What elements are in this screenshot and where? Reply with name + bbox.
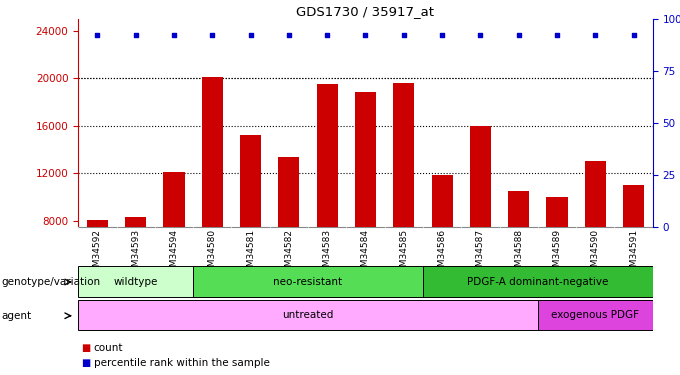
Text: exogenous PDGF: exogenous PDGF xyxy=(551,310,639,320)
Text: GSM34582: GSM34582 xyxy=(284,229,293,278)
Text: GSM34589: GSM34589 xyxy=(553,229,562,278)
Text: GSM34593: GSM34593 xyxy=(131,229,140,278)
Text: percentile rank within the sample: percentile rank within the sample xyxy=(94,358,270,368)
Point xyxy=(475,32,486,38)
Bar xyxy=(547,197,568,227)
Text: GSM34588: GSM34588 xyxy=(514,229,523,278)
Bar xyxy=(163,172,184,227)
Bar xyxy=(317,84,338,227)
Text: neo-resistant: neo-resistant xyxy=(273,277,343,286)
Point xyxy=(398,32,409,38)
Bar xyxy=(87,220,108,227)
Point xyxy=(551,32,562,38)
Bar xyxy=(423,266,653,297)
Bar xyxy=(508,191,529,227)
Point xyxy=(169,32,180,38)
Text: count: count xyxy=(94,343,123,352)
Bar xyxy=(193,266,423,297)
Text: GSM34591: GSM34591 xyxy=(629,229,638,278)
Bar xyxy=(278,157,299,227)
Text: ■: ■ xyxy=(82,358,91,368)
Bar xyxy=(393,83,414,227)
Text: genotype/variation: genotype/variation xyxy=(1,277,101,287)
Text: GSM34594: GSM34594 xyxy=(169,229,178,278)
Text: GSM34584: GSM34584 xyxy=(361,229,370,278)
Text: ■: ■ xyxy=(82,343,91,352)
Bar xyxy=(78,300,538,330)
Text: GSM34583: GSM34583 xyxy=(323,229,332,278)
Text: GSM34585: GSM34585 xyxy=(399,229,408,278)
Point xyxy=(322,32,333,38)
Text: GSM34580: GSM34580 xyxy=(208,229,217,278)
Bar xyxy=(240,135,261,227)
Bar xyxy=(470,126,491,227)
Bar xyxy=(432,174,453,227)
Point xyxy=(628,32,639,38)
Point xyxy=(437,32,447,38)
Text: GSM34581: GSM34581 xyxy=(246,229,255,278)
Bar xyxy=(78,266,193,297)
Point xyxy=(207,32,218,38)
Title: GDS1730 / 35917_at: GDS1730 / 35917_at xyxy=(296,4,435,18)
Point xyxy=(245,32,256,38)
Text: wildtype: wildtype xyxy=(114,277,158,286)
Text: GSM34586: GSM34586 xyxy=(438,229,447,278)
Point xyxy=(513,32,524,38)
Bar xyxy=(355,93,376,227)
Text: GSM34587: GSM34587 xyxy=(476,229,485,278)
Text: untreated: untreated xyxy=(282,310,334,320)
Point xyxy=(92,32,103,38)
Bar xyxy=(202,77,223,227)
Point xyxy=(360,32,371,38)
Text: PDGF-A dominant-negative: PDGF-A dominant-negative xyxy=(467,277,609,286)
Text: GSM34590: GSM34590 xyxy=(591,229,600,278)
Point xyxy=(130,32,141,38)
Bar xyxy=(623,185,644,227)
Bar xyxy=(585,162,606,227)
Point xyxy=(284,32,294,38)
Bar xyxy=(538,300,653,330)
Point xyxy=(590,32,600,38)
Text: GSM34592: GSM34592 xyxy=(93,229,102,278)
Bar xyxy=(125,217,146,227)
Text: agent: agent xyxy=(1,311,31,321)
